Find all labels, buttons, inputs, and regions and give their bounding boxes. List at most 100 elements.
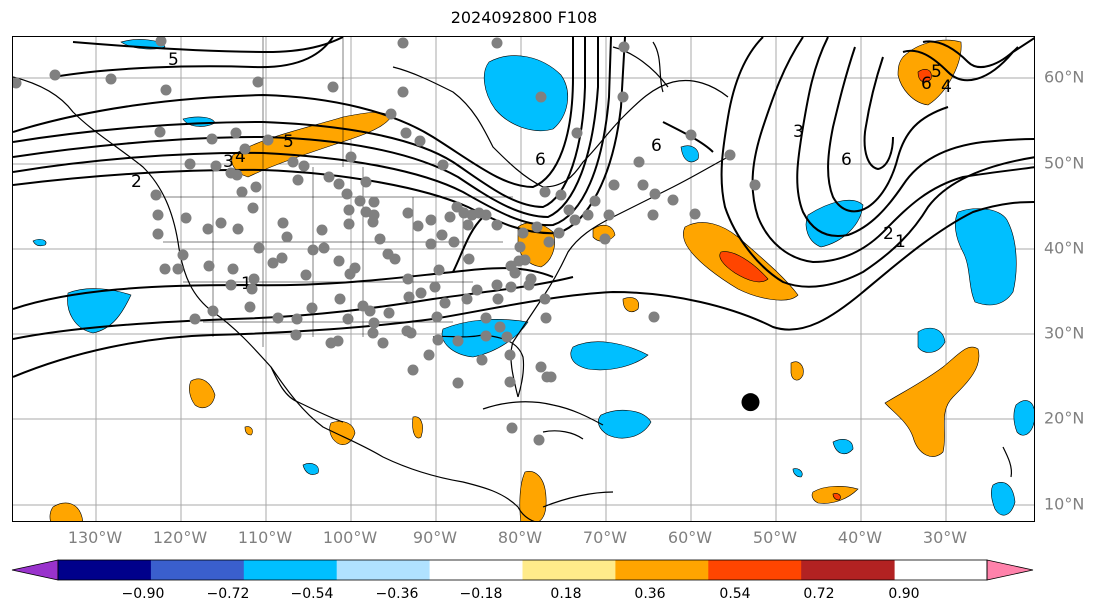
lat-label: 30°N — [1044, 323, 1085, 343]
station-marker — [343, 218, 355, 230]
contour-label: 4 — [941, 77, 952, 97]
colorbar-swatch — [336, 560, 431, 580]
station-marker — [276, 252, 288, 264]
lat-label: 10°N — [1044, 494, 1085, 514]
colorbar-tick-label: −0.36 — [375, 586, 419, 602]
station-marker — [401, 325, 413, 337]
station-marker — [184, 158, 196, 170]
station-marker — [354, 195, 366, 207]
station-marker — [471, 284, 483, 296]
station-marker — [535, 361, 547, 373]
contour-label: 6 — [651, 136, 662, 156]
station-marker — [617, 91, 629, 103]
station-marker — [323, 171, 335, 183]
contour-label: 6 — [921, 74, 932, 94]
station-marker — [180, 212, 192, 224]
station-marker — [637, 179, 649, 191]
station-marker — [461, 293, 473, 305]
station-marker — [177, 249, 189, 261]
station-markers — [13, 37, 761, 446]
colorbar-swatch — [522, 560, 616, 580]
lon-label: 40°W — [837, 528, 883, 547]
station-marker — [533, 434, 545, 446]
colorbar-tick-label: 0.18 — [550, 586, 582, 602]
station-marker — [555, 189, 567, 201]
map-title: 2024092800 F108 — [450, 8, 598, 27]
colorbar-swatch — [429, 560, 523, 580]
station-marker — [543, 236, 555, 248]
colorbar-extend-low — [11, 559, 59, 581]
station-marker — [431, 311, 443, 323]
station-marker — [368, 317, 380, 329]
station-marker — [343, 204, 355, 216]
station-marker — [357, 300, 369, 312]
station-marker — [189, 313, 201, 325]
colorbar-tick-label: −0.18 — [459, 586, 503, 602]
coastlines — [13, 41, 1013, 521]
station-marker — [236, 186, 248, 198]
station-marker — [368, 196, 380, 208]
station-marker — [452, 377, 464, 389]
station-marker — [334, 293, 346, 305]
station-marker — [267, 257, 279, 269]
station-marker — [300, 269, 312, 281]
storm-center-marker — [741, 393, 760, 412]
station-marker — [246, 283, 258, 295]
station-marker — [225, 279, 237, 291]
station-marker — [724, 149, 736, 161]
station-marker — [367, 327, 379, 339]
station-marker — [523, 279, 535, 291]
station-marker — [360, 176, 372, 188]
station-marker — [368, 209, 380, 221]
station-marker — [316, 224, 328, 236]
station-marker — [152, 209, 164, 221]
station-marker — [415, 287, 427, 299]
station-marker — [608, 179, 620, 191]
contour-label-layer: 5 5 4 3 2 1 6 6 3 5 6 4 6 2 1 — [131, 50, 952, 294]
station-marker — [202, 223, 214, 235]
station-marker — [400, 127, 412, 139]
colorbar-frame — [57, 559, 988, 581]
colorbar-swatch — [243, 560, 338, 580]
lon-label: 30°W — [922, 528, 968, 547]
station-marker — [506, 422, 518, 434]
station-marker — [349, 262, 361, 274]
station-marker — [383, 307, 395, 319]
lon-label: 130°W — [67, 528, 123, 547]
lon-label: 80°W — [497, 528, 543, 547]
station-marker — [247, 202, 259, 214]
station-marker — [463, 253, 475, 265]
station-marker — [287, 156, 299, 168]
station-marker — [298, 160, 310, 172]
station-marker — [154, 126, 166, 138]
contour-label: 3 — [223, 152, 234, 172]
colorbar-tick-label: 0.90 — [888, 586, 920, 602]
station-marker — [13, 77, 22, 89]
station-marker — [262, 134, 274, 146]
station-marker — [462, 219, 474, 231]
station-marker — [517, 227, 529, 239]
station-marker — [618, 41, 630, 53]
station-marker — [423, 349, 435, 361]
station-marker — [225, 167, 237, 179]
station-marker — [407, 364, 419, 376]
station-marker — [382, 248, 394, 260]
station-marker — [155, 37, 167, 47]
station-marker — [215, 217, 227, 229]
station-marker — [159, 263, 171, 275]
station-marker — [539, 293, 551, 305]
colorbar — [11, 559, 1034, 581]
station-marker — [281, 231, 293, 243]
station-marker — [292, 174, 304, 186]
station-marker — [571, 127, 583, 139]
colorbar-tick-label: −0.54 — [290, 586, 334, 602]
station-marker — [439, 297, 451, 309]
station-marker — [501, 331, 513, 343]
station-marker — [250, 181, 262, 193]
station-marker — [491, 279, 503, 291]
lat-label: 60°N — [1044, 67, 1085, 87]
station-marker — [429, 281, 441, 293]
contour-label: 6 — [535, 150, 546, 170]
station-marker — [514, 241, 526, 253]
contour-label: 2 — [131, 172, 142, 192]
